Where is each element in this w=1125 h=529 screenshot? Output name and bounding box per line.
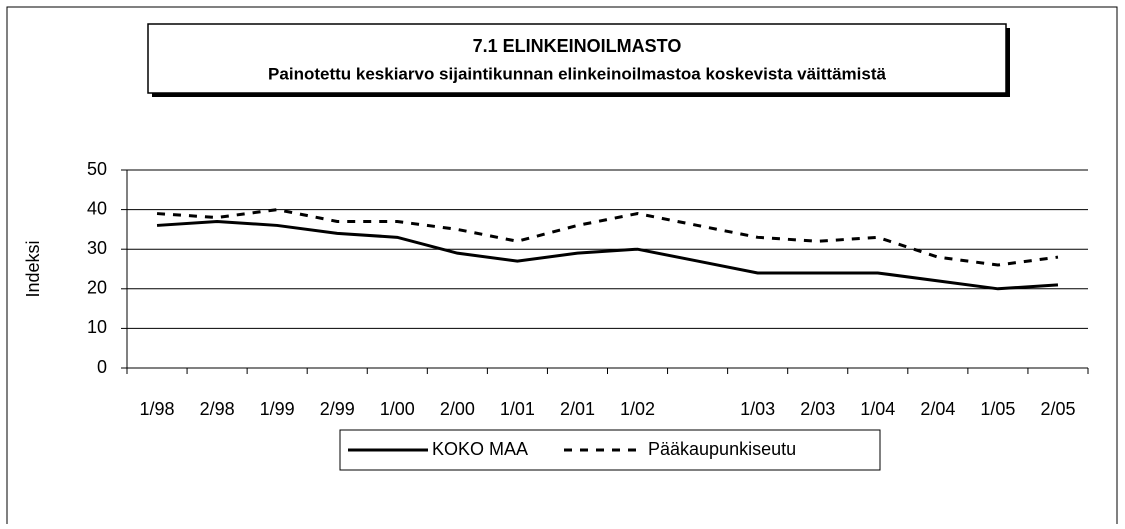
y-tick-label: 20 <box>87 278 107 298</box>
y-tick-label: 10 <box>87 317 107 337</box>
x-tick-label: 2/04 <box>920 399 955 419</box>
x-tick-label: 1/00 <box>380 399 415 419</box>
x-tick-label: 1/03 <box>740 399 775 419</box>
chart-subtitle: Painotettu keskiarvo sijaintikunnan elin… <box>268 64 886 83</box>
x-tick-label: 1/04 <box>860 399 895 419</box>
x-tick-label: 2/00 <box>440 399 475 419</box>
y-tick-label: 0 <box>97 357 107 377</box>
y-tick-label: 50 <box>87 159 107 179</box>
y-axis-label: Indeksi <box>23 240 43 297</box>
x-tick-label: 2/05 <box>1040 399 1075 419</box>
x-tick-label: 2/99 <box>320 399 355 419</box>
series-line <box>156 208 1059 267</box>
legend-label: Pääkaupunkiseutu <box>648 439 796 459</box>
series-line <box>156 219 1059 291</box>
x-tick-label: 1/98 <box>140 399 175 419</box>
x-tick-label: 1/99 <box>260 399 295 419</box>
chart-title: 7.1 ELINKEINOILMASTO <box>473 36 682 56</box>
legend-box <box>339 429 881 471</box>
x-tick-label: 1/05 <box>980 399 1015 419</box>
x-tick-label: 2/01 <box>560 399 595 419</box>
title-box <box>147 23 1007 94</box>
x-tick-label: 2/03 <box>800 399 835 419</box>
y-tick-label: 40 <box>87 198 107 218</box>
x-tick-label: 1/01 <box>500 399 535 419</box>
x-tick-label: 1/02 <box>620 399 655 419</box>
y-tick-label: 30 <box>87 238 107 258</box>
legend-label: KOKO MAA <box>432 439 528 459</box>
x-tick-label: 2/98 <box>200 399 235 419</box>
